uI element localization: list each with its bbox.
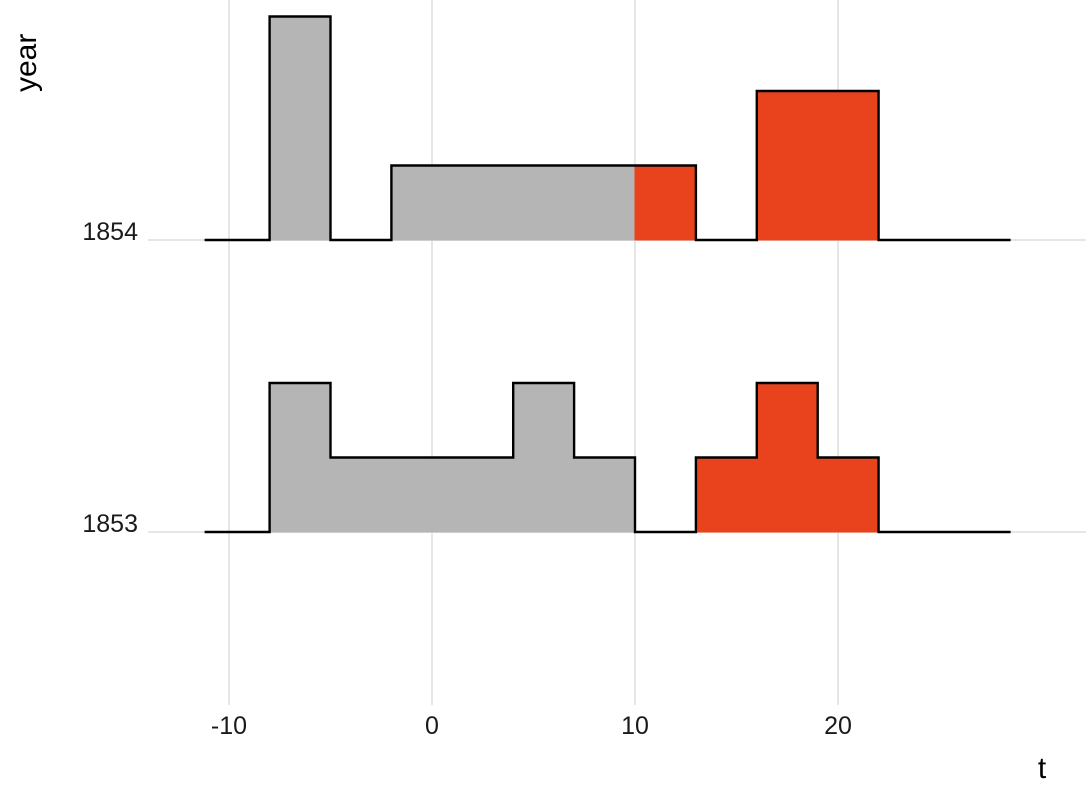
step-outline [204,15,1011,242]
x-tick-label: -10 [210,712,248,740]
y-axis-title: year [10,33,43,92]
area-fill-red [634,165,697,241]
x-tick-label: 10 [621,712,649,740]
x-tick-label: 20 [824,712,852,740]
area-fill-red [756,90,880,241]
row-1854 [204,15,1011,242]
x-tick-label: 0 [425,712,439,740]
y-tick-label: 1854 [82,218,138,246]
area-fill-gray [269,16,331,241]
x-axis-title: t [1037,752,1047,785]
row-1853 [204,381,1011,534]
y-tick-label: 1853 [82,510,138,538]
area-fill-gray [390,165,636,241]
step-outline [204,381,1011,534]
